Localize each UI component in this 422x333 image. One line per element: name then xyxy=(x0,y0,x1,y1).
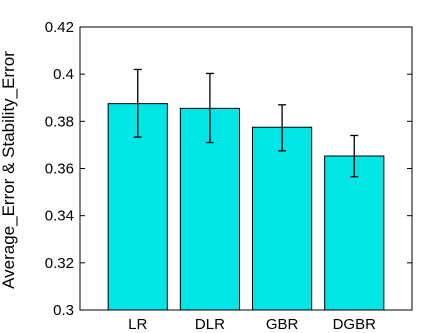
y-axis-title: Average_Error & Stability_Error xyxy=(0,51,18,289)
y-tick-label: 0.4 xyxy=(53,66,74,83)
error-bar-dlr xyxy=(205,72,214,144)
bar-dgbr xyxy=(324,155,385,311)
error-bars-layer xyxy=(133,68,359,178)
bar-gbr xyxy=(252,126,313,311)
y-tick-label: 0.3 xyxy=(53,302,74,319)
error-bar-lr xyxy=(133,68,142,138)
x-tick-label-dgbr: DGBR xyxy=(333,316,377,333)
error-bar-gbr xyxy=(278,104,287,152)
axes-layer xyxy=(79,26,413,311)
y-tick-label: 0.42 xyxy=(45,19,74,36)
error-bar-dgbr xyxy=(350,134,359,178)
bar-lr xyxy=(107,103,168,311)
x-tick-label-gbr: GBR xyxy=(266,316,299,333)
x-tick-label-dlr: DLR xyxy=(195,316,225,333)
bars-layer xyxy=(107,103,385,311)
y-tick-label: 0.34 xyxy=(45,208,74,225)
y-tick-label: 0.32 xyxy=(45,255,74,272)
labels-layer: LR DLR GBR DGBR 0.3 0.32 0.34 0.36 0.38 0.4 0.42 xyxy=(45,19,376,333)
y-tick-label: 0.38 xyxy=(45,113,74,130)
x-tick-label-lr: LR xyxy=(128,316,147,333)
y-tick-label: 0.36 xyxy=(45,161,74,178)
